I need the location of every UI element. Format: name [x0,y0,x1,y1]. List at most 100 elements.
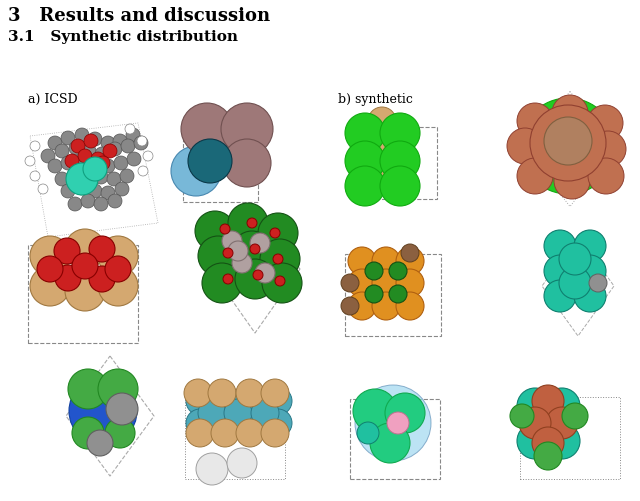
Circle shape [261,419,289,447]
Circle shape [544,255,576,287]
Circle shape [235,259,275,299]
Circle shape [211,419,239,447]
Circle shape [98,369,138,409]
Circle shape [69,141,83,155]
Circle shape [81,166,95,180]
Circle shape [103,144,117,158]
Circle shape [396,269,424,297]
Circle shape [273,254,283,264]
Circle shape [387,412,409,434]
Circle shape [65,229,105,269]
Circle shape [88,157,102,171]
Circle shape [75,128,89,142]
Circle shape [127,152,141,166]
Circle shape [114,156,128,170]
Circle shape [348,247,376,275]
Circle shape [546,407,578,439]
Circle shape [365,285,383,303]
Circle shape [368,132,396,160]
Circle shape [41,149,55,163]
Circle shape [54,238,80,264]
Circle shape [211,387,239,415]
Circle shape [69,377,137,445]
Circle shape [101,186,115,200]
Circle shape [262,263,302,303]
Circle shape [95,147,109,161]
Circle shape [380,141,420,181]
Circle shape [88,132,102,146]
Circle shape [108,194,122,208]
Circle shape [224,399,252,427]
Circle shape [38,184,48,194]
Circle shape [517,158,553,194]
Circle shape [372,292,400,320]
Circle shape [48,136,62,150]
Circle shape [81,194,95,208]
Circle shape [250,233,270,253]
Circle shape [223,274,233,284]
Circle shape [251,399,279,427]
Circle shape [532,385,564,417]
Circle shape [574,255,606,287]
Circle shape [345,141,385,181]
Bar [345,254,441,336]
Text: 3.1   Synthetic distribution: 3.1 Synthetic distribution [8,30,238,44]
Bar [28,245,138,343]
Circle shape [87,430,113,456]
Circle shape [372,247,400,275]
Circle shape [559,267,591,299]
Circle shape [517,388,553,424]
Circle shape [264,409,292,437]
Circle shape [98,236,138,276]
Circle shape [261,379,289,407]
Circle shape [101,159,115,173]
Circle shape [223,139,271,187]
Circle shape [348,292,376,320]
Circle shape [211,409,239,437]
Circle shape [574,230,606,262]
Circle shape [71,139,85,153]
Circle shape [341,274,359,292]
Circle shape [236,419,264,447]
Circle shape [195,211,235,251]
Circle shape [126,128,140,142]
Circle shape [88,184,102,198]
Circle shape [574,280,606,312]
Circle shape [223,248,233,258]
Circle shape [134,136,148,150]
Circle shape [94,197,108,211]
Circle shape [260,239,300,279]
Circle shape [341,297,359,315]
Circle shape [370,423,410,463]
Circle shape [61,156,75,170]
Circle shape [91,152,105,166]
Circle shape [202,263,242,303]
Circle shape [264,387,292,415]
Circle shape [587,105,623,141]
Circle shape [89,236,115,262]
Circle shape [544,388,580,424]
Circle shape [198,399,226,427]
Circle shape [380,166,420,206]
Circle shape [562,403,588,429]
Circle shape [389,285,407,303]
Circle shape [365,262,383,280]
Text: 3   Results and discussion: 3 Results and discussion [8,7,270,25]
Circle shape [510,404,534,428]
Circle shape [98,266,138,306]
Circle shape [84,134,98,148]
Circle shape [113,134,127,148]
Bar [352,127,437,199]
Circle shape [552,95,588,131]
Circle shape [227,448,257,478]
Circle shape [25,156,35,166]
Circle shape [68,171,82,185]
Circle shape [68,168,82,182]
Circle shape [589,274,607,292]
Circle shape [120,169,134,183]
Circle shape [181,103,233,155]
Circle shape [61,184,75,198]
Circle shape [368,107,396,135]
Circle shape [232,231,272,271]
Text: a) ICSD: a) ICSD [28,93,77,106]
